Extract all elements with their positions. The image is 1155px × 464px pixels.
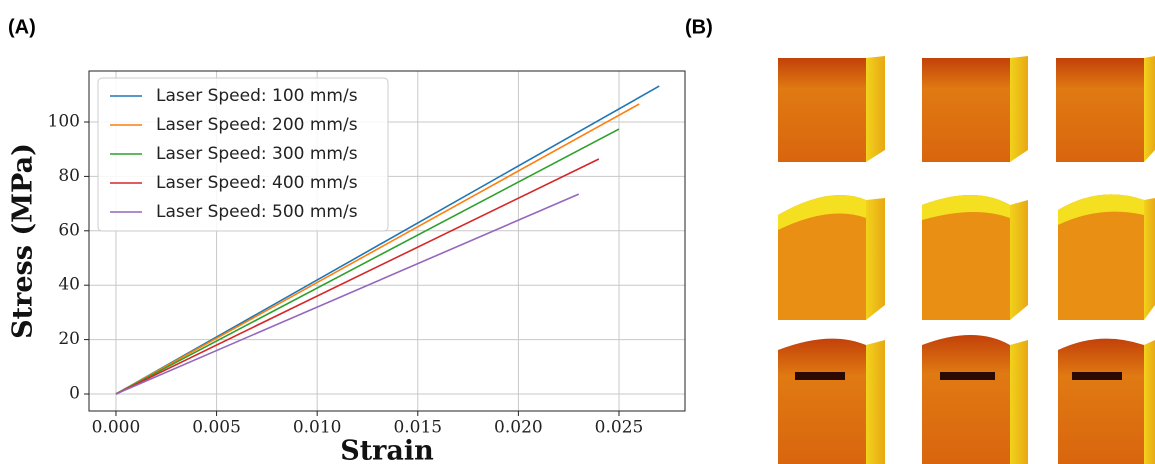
x-tick-label: 0.010 bbox=[293, 418, 342, 438]
series-line bbox=[115, 128, 620, 395]
legend-box bbox=[97, 77, 389, 232]
plot-frame bbox=[88, 70, 686, 412]
series-line bbox=[115, 103, 640, 395]
cube bbox=[922, 195, 1028, 320]
plot: 0 20 40 60 80 100 0.000 0.005 0.010 0.015 0.020 0.0… bbox=[8, 70, 686, 464]
x-tick-label: 0.015 bbox=[393, 418, 442, 438]
legend-label: Laser Speed: 200 mm/s bbox=[156, 115, 358, 135]
cube bbox=[778, 338, 885, 464]
cube bbox=[778, 195, 885, 320]
legend-label: Laser Speed: 400 mm/s bbox=[156, 173, 358, 193]
x-tick-label: 0.020 bbox=[494, 418, 543, 438]
series-line bbox=[115, 158, 600, 395]
x-tick-label: 0.000 bbox=[92, 418, 141, 438]
cube bbox=[1056, 56, 1155, 162]
legend-label: Laser Speed: 100 mm/s bbox=[156, 86, 358, 106]
y-tick-label: 60 bbox=[58, 220, 80, 240]
y-tick-label: 0 bbox=[69, 384, 80, 404]
y-tick-label: 20 bbox=[58, 329, 80, 349]
cube bbox=[922, 56, 1028, 162]
y-tick-label: 40 bbox=[58, 275, 80, 295]
cube bbox=[1058, 338, 1155, 464]
cube bbox=[1058, 194, 1155, 320]
cube bbox=[778, 56, 885, 162]
x-tick-label: 0.005 bbox=[192, 418, 241, 438]
x-tick-label: 0.025 bbox=[595, 418, 644, 438]
legend-label: Laser Speed: 500 mm/s bbox=[156, 202, 358, 222]
x-axis-label: Strain bbox=[340, 436, 434, 464]
image-panel bbox=[778, 56, 1155, 464]
legend-label: Laser Speed: 300 mm/s bbox=[156, 144, 358, 164]
y-axis-label: Stress (MPa) bbox=[8, 143, 39, 339]
y-tick-label: 100 bbox=[48, 112, 80, 132]
panel-label: (A) bbox=[8, 16, 36, 38]
y-tick-label: 80 bbox=[58, 166, 80, 186]
series-line bbox=[115, 85, 660, 395]
cube bbox=[922, 335, 1028, 464]
series-line bbox=[115, 193, 580, 395]
panel-label: (B) bbox=[685, 16, 713, 38]
